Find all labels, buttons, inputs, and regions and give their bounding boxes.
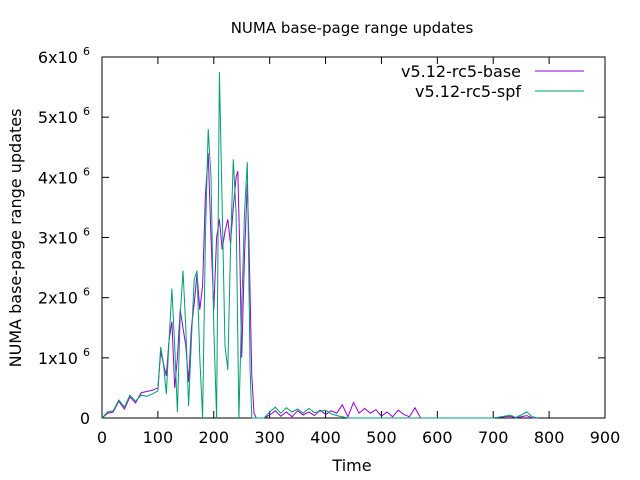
x-tick-label: 600: [422, 428, 453, 447]
plot-frame: [101, 56, 606, 419]
y-tick-label: 4x10 6: [38, 165, 90, 187]
legend-label: v5.12-rc5-base: [401, 62, 521, 81]
chart-title: NUMA base-page range updates: [231, 19, 474, 37]
y-tick-label: 3x10 6: [38, 226, 90, 248]
x-tick-label: 800: [534, 428, 565, 447]
y-axis: 0 1x10 6 2x10 6 3x10 6 4x10 6 5x10 6 6x10 6: [38, 45, 605, 428]
series-group: [101, 71, 539, 419]
y-tick-label: 6x10 6: [38, 45, 90, 67]
x-tick-label: 200: [199, 428, 230, 447]
x-tick-label: 300: [254, 428, 285, 447]
legend-label: v5.12-rc5-spf: [415, 82, 521, 101]
y-tick-label: 1x10 6: [38, 346, 90, 368]
x-tick-label: 500: [366, 428, 397, 447]
x-tick-label: 100: [143, 428, 174, 447]
x-axis-label: Time: [331, 456, 371, 475]
x-tick-label: 700: [478, 428, 509, 447]
x-tick-label: 900: [590, 428, 621, 447]
x-tick-label: 400: [310, 428, 341, 447]
y-tick-label: 5x10 6: [38, 105, 90, 127]
y-tick-label: 0: [80, 409, 90, 428]
x-axis: 0 100 200 300 400 500 600 700 800 900: [97, 57, 620, 447]
x-tick-label: 0: [97, 428, 107, 447]
y-tick-label: 2x10 6: [38, 286, 90, 308]
series-line-spf: [101, 71, 539, 419]
y-axis-label: NUMA base-page range updates: [6, 109, 25, 368]
